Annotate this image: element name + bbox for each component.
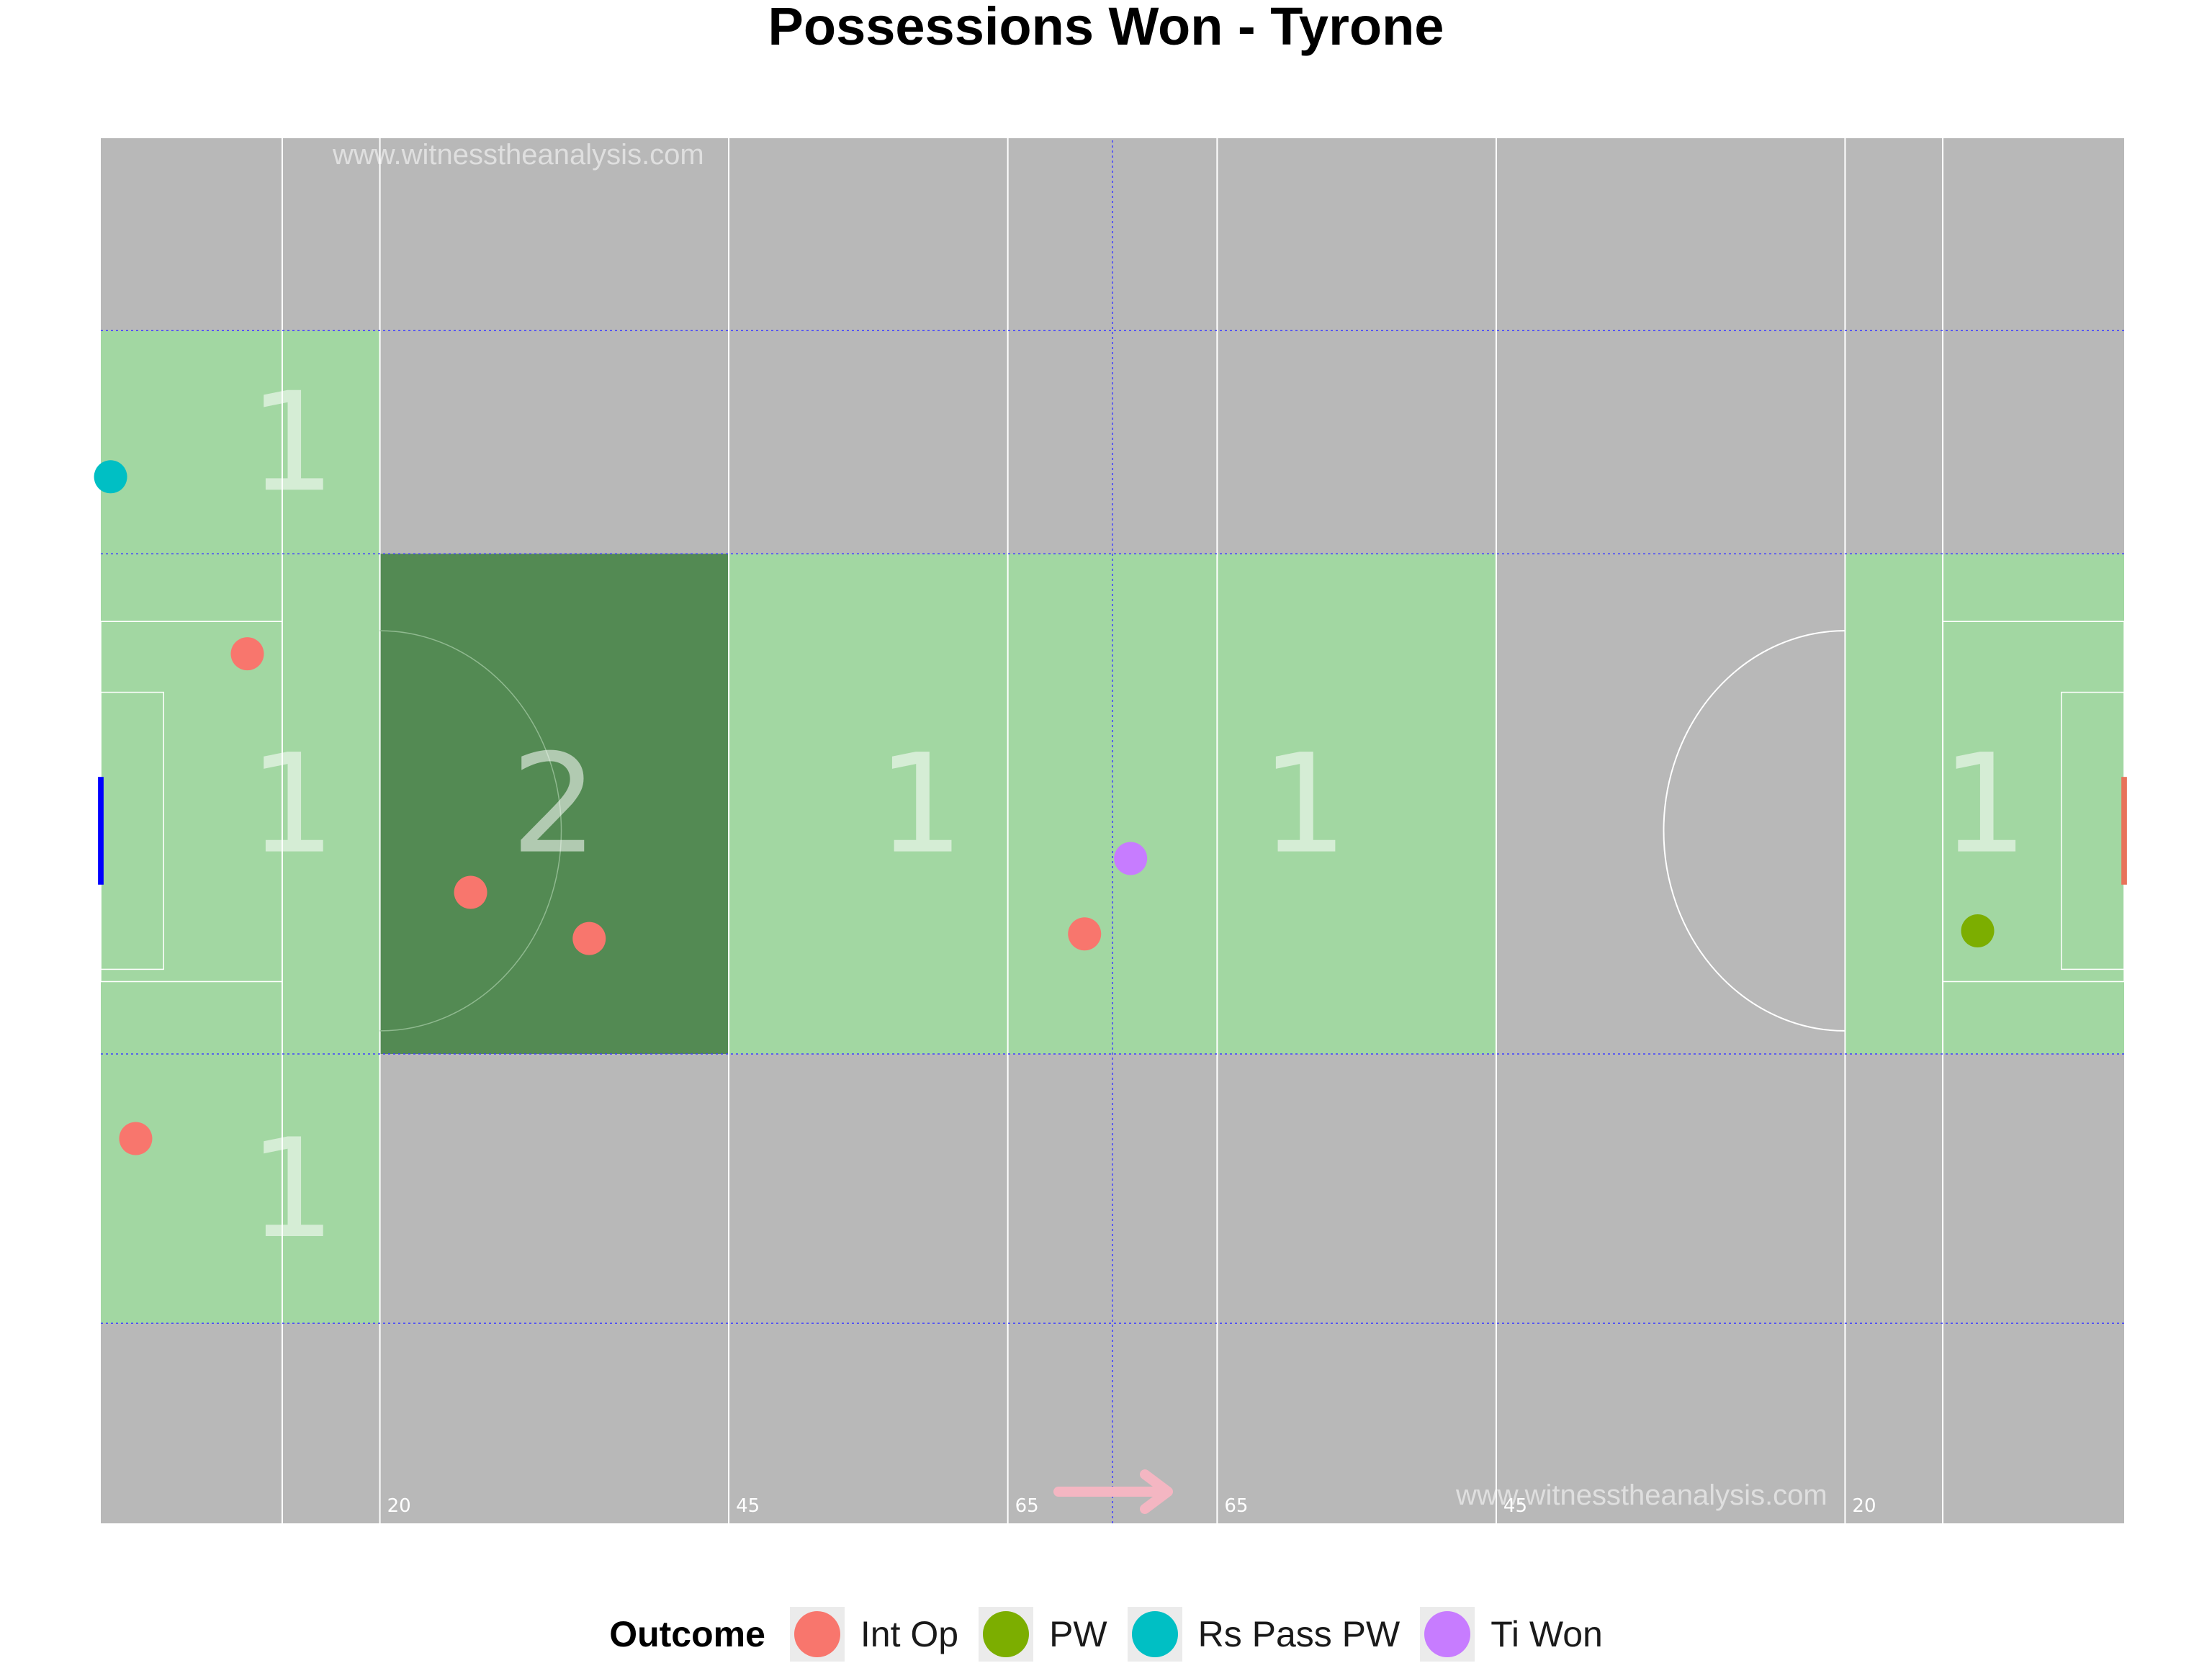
zone-count-label: 1 (877, 725, 964, 884)
legend-item-int-op: Int Op (789, 1607, 959, 1662)
data-point (454, 875, 487, 909)
left-goal (98, 777, 104, 885)
legend-dot-icon (1424, 1611, 1471, 1657)
legend-key (789, 1607, 845, 1662)
data-point (1068, 917, 1102, 951)
data-point (572, 921, 606, 955)
legend-title: Outcome (609, 1614, 765, 1654)
distance-label: 20 (1852, 1495, 1876, 1517)
data-point (1961, 914, 1995, 947)
legend-label: Ti Won (1491, 1614, 1603, 1654)
zone-fill (1845, 554, 2124, 1054)
semicircle-left (379, 630, 562, 1032)
zone-count-label: 1 (248, 1109, 336, 1268)
right-goal (2121, 777, 2127, 885)
distance-label: 20 (387, 1495, 411, 1517)
watermark: www.witnesstheanalysis.com (1455, 1479, 1827, 1511)
zone-count-label: 1 (248, 363, 336, 522)
data-point (1114, 842, 1148, 875)
zone-fill (379, 554, 729, 1054)
distance-label: 65 (1224, 1495, 1248, 1517)
distance-label: 45 (1503, 1495, 1527, 1517)
data-point (119, 1122, 153, 1155)
legend-item-ti-won: Ti Won (1420, 1607, 1603, 1662)
data-point (94, 460, 127, 494)
legend-key (1127, 1607, 1182, 1662)
zone-fill (101, 1053, 380, 1324)
legend-item-rs-pass-pw: Rs Pass PW (1127, 1607, 1401, 1662)
zone-count-label: 1 (1941, 725, 2028, 884)
legend-key (979, 1607, 1034, 1662)
legend-dot-icon (983, 1611, 1030, 1657)
legend-label: Rs Pass PW (1197, 1614, 1401, 1654)
distance-label: 65 (1015, 1495, 1039, 1517)
zone-fill (729, 554, 1112, 1054)
zone-fill (101, 554, 380, 1054)
distance-label: 45 (736, 1495, 760, 1517)
direction-arrow-icon (1140, 1469, 1173, 1514)
page-title: Possessions Won - Tyrone (768, 0, 1444, 56)
legend: Outcome Int Op PW Rs Pass PW Ti Won (0, 1605, 2212, 1663)
legend-dot-icon (1131, 1611, 1178, 1657)
legend-dot-icon (793, 1611, 840, 1657)
legend-key (1420, 1607, 1475, 1662)
legend-label: PW (1049, 1614, 1107, 1654)
semicircle-right (1663, 630, 1845, 1032)
zone-count-label: 1 (248, 725, 336, 884)
legend-label: Int Op (860, 1614, 959, 1654)
data-point (230, 637, 264, 671)
zone-fill (101, 330, 380, 554)
zone-count-label: 1 (1261, 725, 1348, 884)
watermark: www.witnesstheanalysis.com (332, 139, 704, 171)
legend-item-pw: PW (979, 1607, 1107, 1662)
zone-fill (1112, 554, 1496, 1054)
zone-count-label: 2 (511, 725, 598, 884)
